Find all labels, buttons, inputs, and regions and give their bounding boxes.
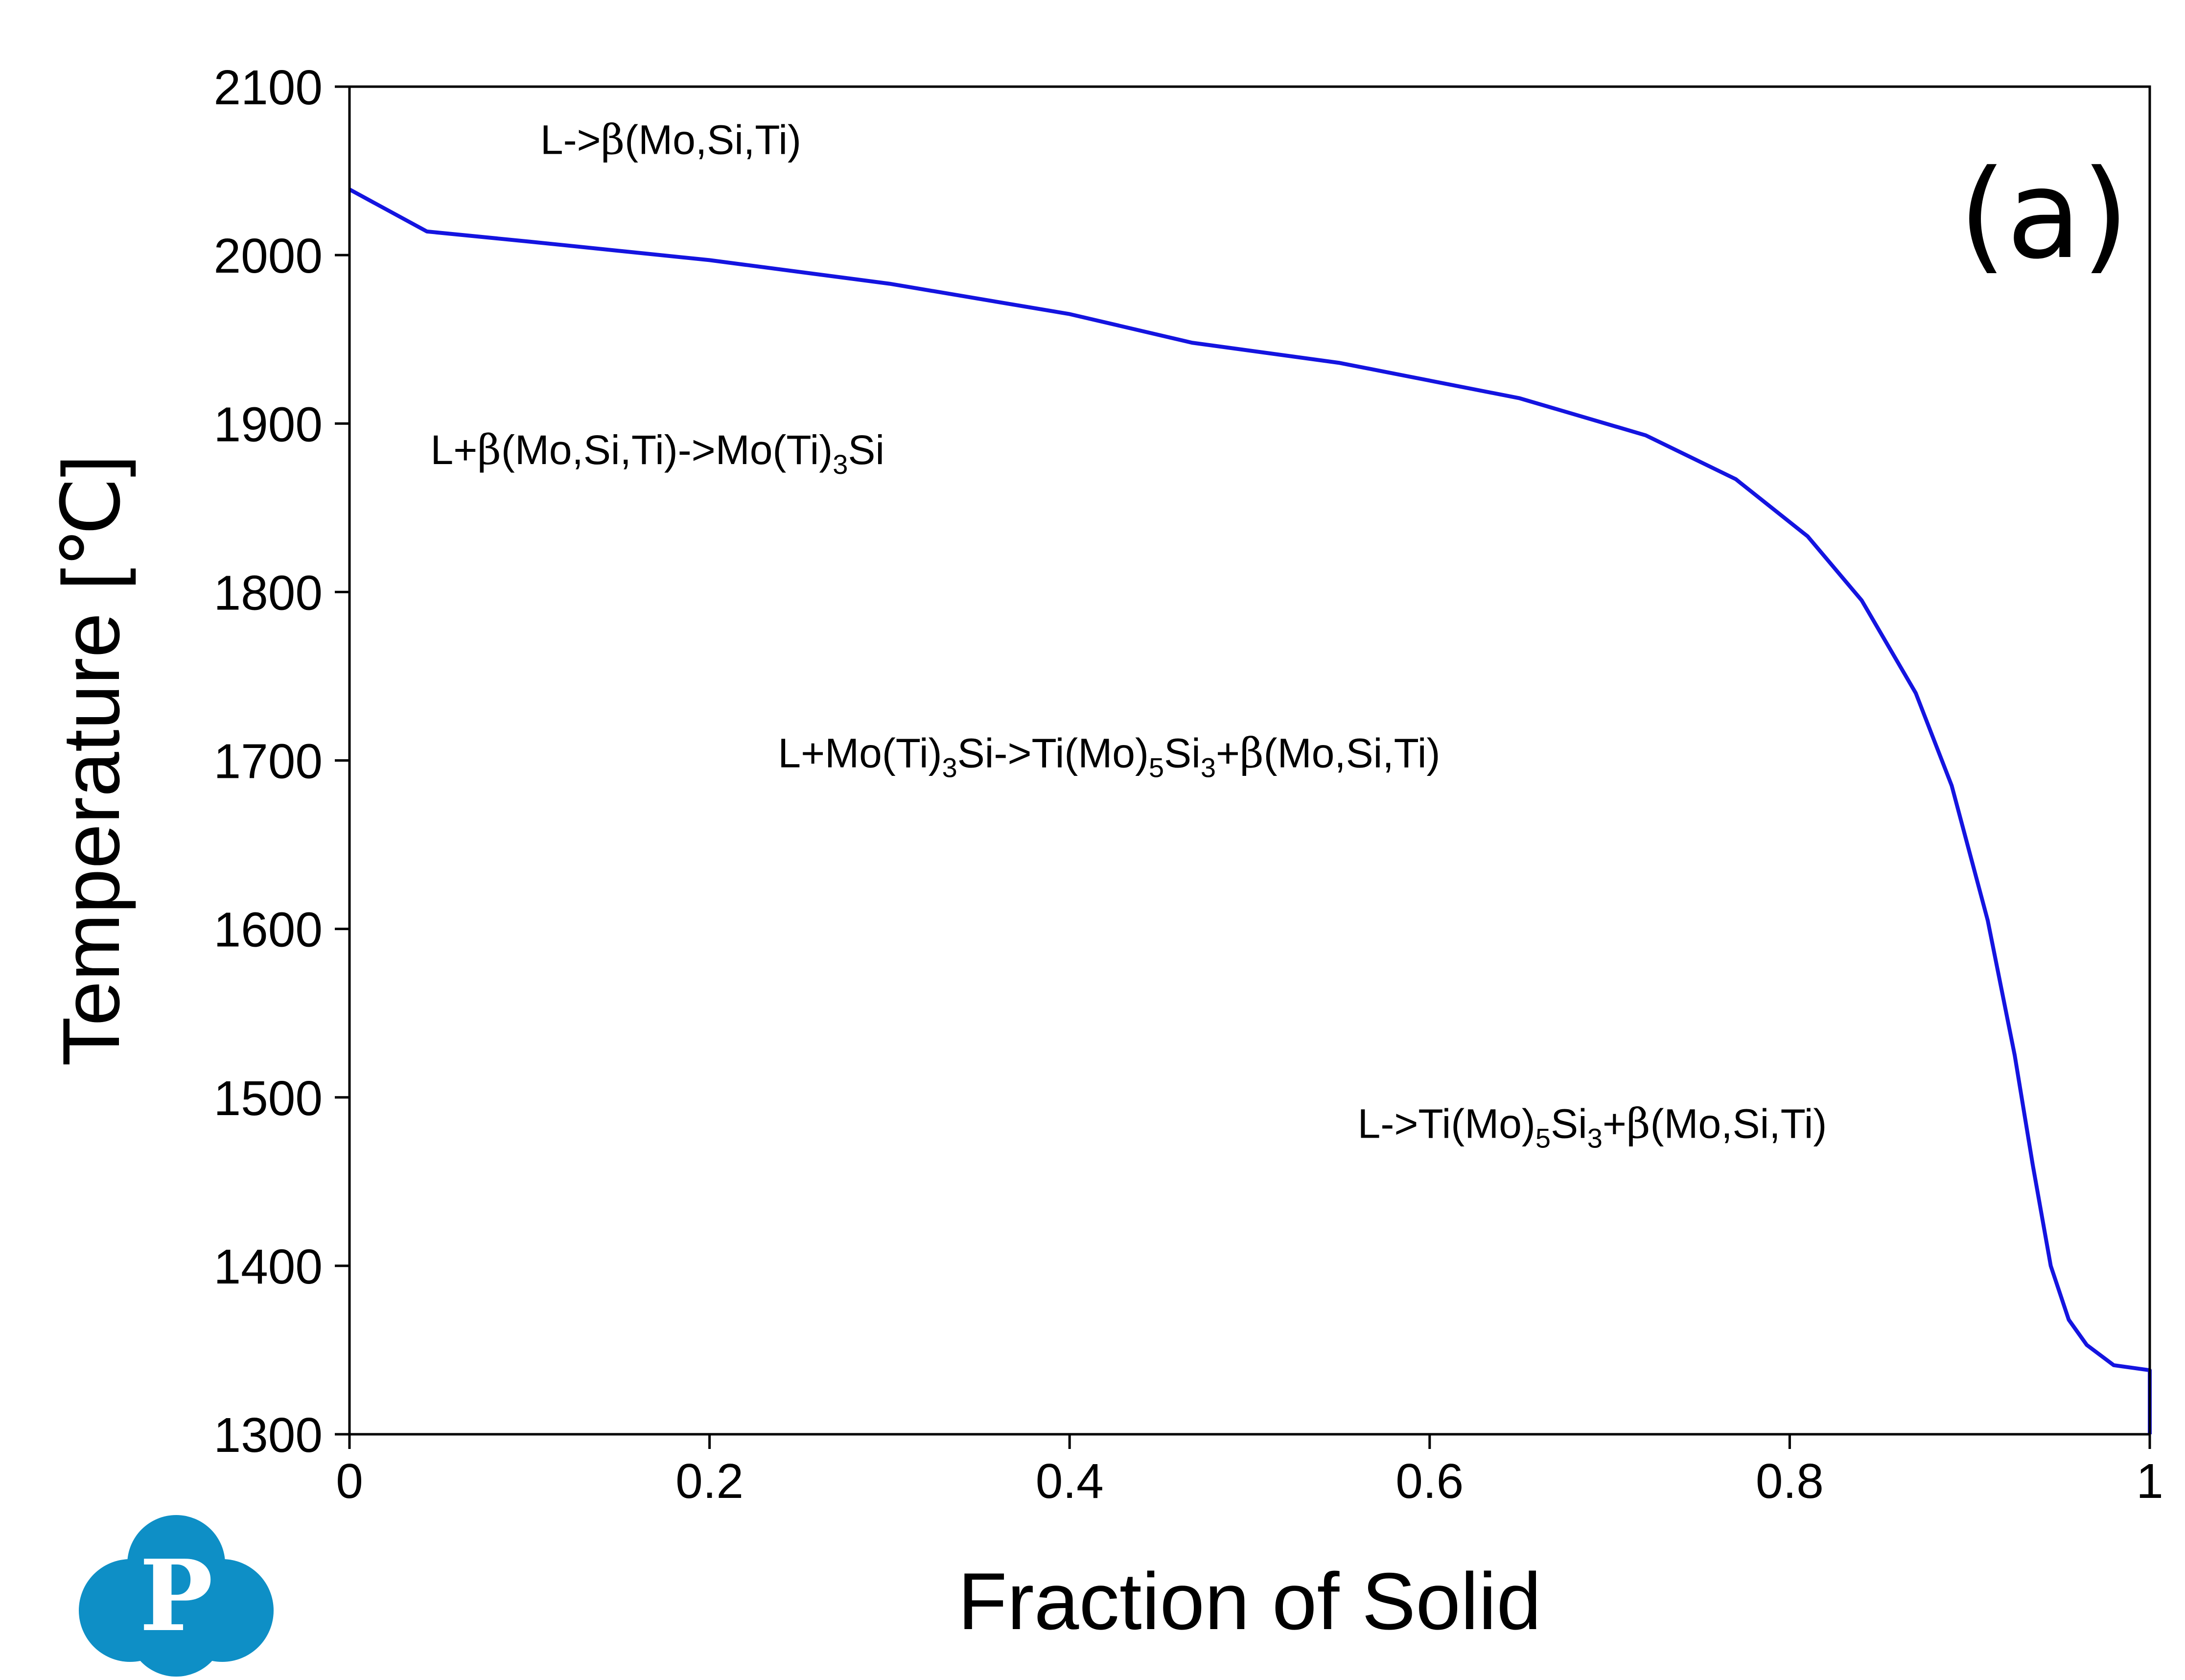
x-axis-title: Fraction of Solid [958,1556,1541,1646]
annotation-part: 3 [1587,1122,1603,1153]
annotation-part: L->Ti(Mo) [1358,1100,1535,1146]
x-tick-label: 0.2 [675,1454,744,1509]
annotation-part: β [1627,1099,1650,1147]
annotation-part: (Mo,Si,Ti)->Mo(Ti) [501,427,833,473]
annotation-part: (Mo,Si,Ti) [1650,1100,1827,1146]
annotation-part: 5 [1149,752,1164,783]
plot-frame [348,85,2151,1436]
x-tick-label: 1 [2136,1454,2163,1509]
annotation-part: L-> [540,117,601,163]
pandat-logo: P [79,1515,274,1677]
y-tick-label: 1600 [214,903,323,957]
annotations: L->β(Mo,Si,Ti)L+β(Mo,Si,Ti)->Mo(Ti)3SiL+… [431,116,1827,1154]
panel-label: (a) [1959,143,2129,286]
y-tick-label: 2000 [214,229,323,283]
y-tick-label: 1900 [214,397,323,452]
annotation-part: β [601,116,625,164]
axis-tick-labels: 0 0.2 0.4 0.6 0.8 1 1300 1400 1500 1600 1700 1800 19… [214,60,2163,1509]
x-tick-label: 0 [336,1454,363,1509]
annotation-part: + [1216,730,1240,776]
annotation-l-mo3si-ti5si3-beta: L+Mo(Ti)3Si->Ti(Mo)5Si3+β(Mo,Si,Ti) [778,729,1440,783]
annotation-l-ti5si3-beta: L->Ti(Mo)5Si3+β(Mo,Si,Ti) [1358,1099,1827,1153]
annotation-part: Si [1164,730,1201,776]
y-tick-label: 1500 [214,1071,323,1126]
annotation-part: Si->Ti(Mo) [957,730,1149,776]
annotation-part: 5 [1535,1122,1551,1153]
logo-letter: P [139,1539,213,1654]
annotation-part: Si [1551,1100,1587,1146]
annotation-part: 3 [942,752,957,783]
annotation-part: Si [848,427,884,473]
annotation-l-beta-mo3si: L+β(Mo,Si,Ti)->Mo(Ti)3Si [431,426,885,480]
y-tick-label: 1800 [214,565,323,620]
annotation-part: β [477,426,501,474]
y-tick-label: 1300 [214,1408,323,1463]
x-tick-label: 0.6 [1395,1454,1464,1509]
x-tick-label: 0.8 [1756,1454,1824,1509]
annotation-part: + [1603,1100,1627,1146]
x-tick-label: 0.4 [1036,1454,1104,1509]
annotation-part: (Mo,Si,Ti) [625,117,801,163]
y-tick-label: 1400 [214,1239,323,1294]
y-axis-title: Temperature [℃] [46,455,136,1066]
y-tick-label: 2100 [214,60,323,115]
y-tick-label: 1700 [214,734,323,789]
annotation-part: 3 [833,449,848,480]
annotation-part: L+Mo(Ti) [778,730,942,776]
logo-blob [127,1579,225,1677]
annotation-part: L+ [431,427,478,473]
annotation-l-beta: L->β(Mo,Si,Ti) [540,116,801,164]
axis-ticks [335,85,2151,1449]
annotation-part: 3 [1201,752,1216,783]
annotation-part: (Mo,Si,Ti) [1264,730,1441,776]
annotation-part: β [1240,729,1264,777]
series-line [349,187,2152,1434]
